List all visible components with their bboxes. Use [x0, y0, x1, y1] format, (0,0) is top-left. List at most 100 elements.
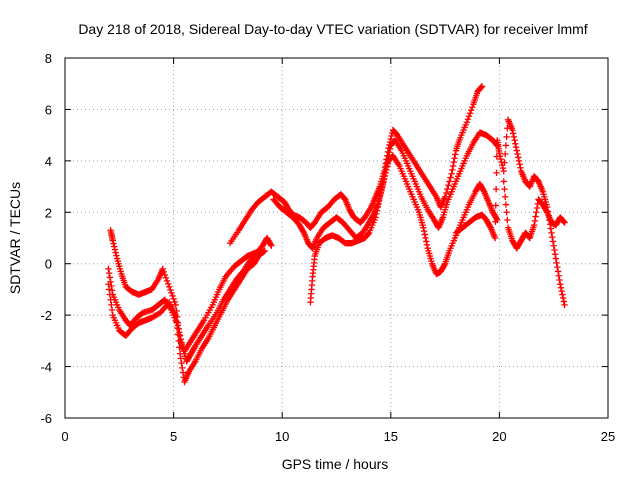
data-point [261, 247, 269, 255]
data-point [442, 189, 450, 197]
data-point [423, 241, 431, 249]
data-point [450, 158, 457, 166]
data-point [554, 268, 562, 275]
series-track-6 [307, 152, 501, 306]
data-point [377, 190, 384, 198]
data-point [444, 185, 451, 193]
series-track-5 [270, 129, 501, 252]
data-point [551, 251, 559, 258]
data-point [179, 364, 186, 372]
data-point [496, 149, 503, 157]
data-point [445, 182, 452, 189]
data-point [107, 296, 114, 303]
data-point [388, 132, 395, 140]
data-point [493, 215, 500, 222]
data-point [451, 155, 458, 162]
x-tick-label: 20 [492, 429, 506, 444]
plot-frame [64, 57, 609, 419]
data-point [382, 169, 389, 177]
data-point [386, 145, 394, 153]
data-point [260, 248, 267, 255]
data-point [110, 240, 117, 247]
data-point [492, 185, 500, 193]
data-point [504, 216, 511, 224]
data-point [268, 242, 275, 249]
data-point [169, 292, 176, 300]
data-point [464, 116, 472, 123]
data-point [561, 219, 568, 226]
data-point [559, 294, 567, 302]
data-point [491, 234, 499, 242]
data-point [547, 225, 555, 232]
data-point [168, 289, 175, 297]
data-point [178, 359, 185, 367]
y-tick-label: 6 [45, 102, 52, 117]
data-point [386, 149, 393, 156]
data-point [378, 184, 386, 192]
data-point [552, 255, 560, 262]
data-point [383, 163, 391, 171]
y-tick-label: 2 [45, 205, 52, 220]
data-point [164, 280, 172, 288]
data-point [559, 291, 566, 298]
data-point [556, 276, 563, 284]
data-point [509, 126, 516, 134]
data-point [515, 154, 522, 161]
data-point [105, 265, 112, 273]
data-point [387, 135, 394, 143]
y-tick-label: 0 [45, 257, 52, 272]
data-point [373, 210, 380, 218]
data-point [174, 324, 181, 332]
data-point [449, 162, 457, 170]
data-point [548, 229, 555, 237]
data-point [557, 284, 565, 291]
data-point [515, 157, 523, 165]
data-point [560, 218, 568, 225]
data-point [379, 181, 387, 189]
data-point [553, 259, 560, 267]
data-point [512, 143, 520, 151]
data-point [492, 202, 499, 209]
data-point [503, 133, 510, 141]
x-tick-label: 25 [601, 429, 615, 444]
data-point [111, 246, 119, 253]
data-point [173, 318, 180, 325]
data-point [109, 237, 116, 244]
data-point [267, 241, 274, 248]
y-tick-label: -2 [40, 308, 52, 323]
data-point [533, 204, 541, 212]
data-point [177, 355, 185, 362]
data-point [555, 272, 562, 279]
data-point [517, 164, 524, 171]
data-point [486, 223, 494, 230]
data-point [531, 217, 539, 225]
data-point [174, 331, 182, 338]
data-point [501, 150, 509, 158]
y-tick-label: -6 [40, 411, 52, 426]
y-tick-label: 4 [45, 154, 52, 169]
data-point [161, 271, 169, 279]
data-point [378, 187, 385, 195]
data-point [497, 155, 505, 163]
data-point [509, 130, 517, 137]
data-point [467, 107, 475, 114]
data-point [511, 137, 518, 144]
data-point [514, 150, 521, 158]
data-point [105, 286, 113, 293]
data-point [369, 212, 376, 220]
data-point [170, 295, 177, 303]
data-point [492, 218, 499, 225]
data-point [549, 238, 557, 245]
data-point [525, 233, 533, 241]
data-point [503, 209, 510, 216]
x-tick-label: 5 [170, 429, 177, 444]
data-point [383, 166, 390, 174]
data-point [106, 291, 114, 298]
data-point [106, 274, 114, 281]
data-point [463, 119, 471, 126]
data-point [159, 265, 166, 273]
series-track-7 [452, 116, 568, 309]
data-marks [105, 83, 568, 386]
data-point [111, 243, 118, 250]
data-point [532, 213, 539, 220]
